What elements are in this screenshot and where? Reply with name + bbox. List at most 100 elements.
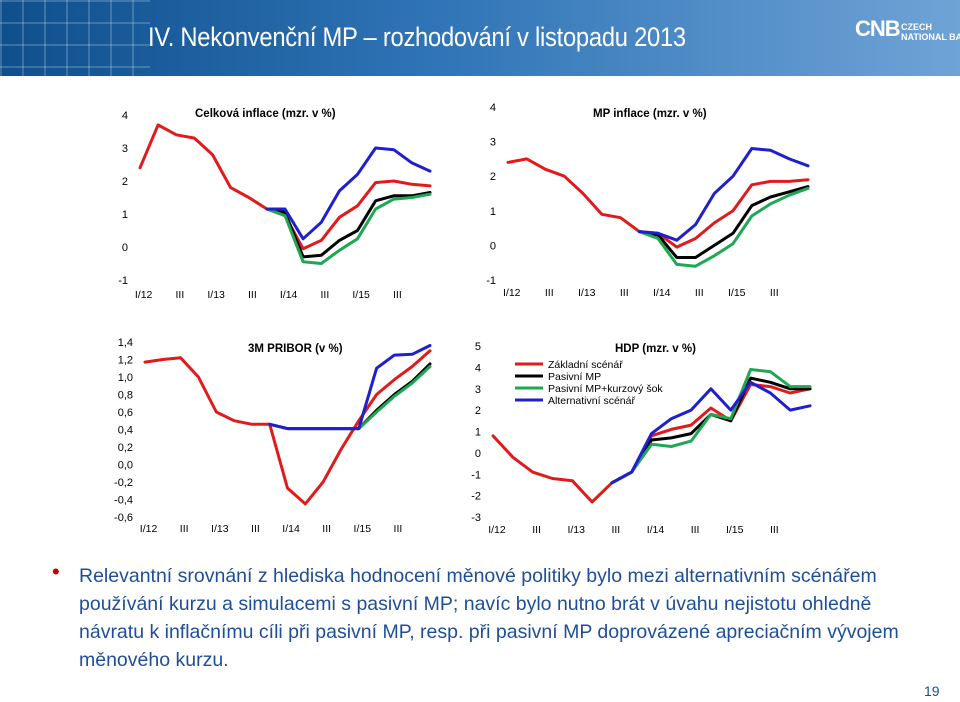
y-tick-label: 3 <box>490 137 496 149</box>
page-number: 19 <box>924 683 940 699</box>
legend-label: Alternativní scénář <box>548 395 635 407</box>
y-tick-label: 4 <box>490 102 496 114</box>
y-tick-label: 2 <box>122 176 128 188</box>
series-line-red <box>143 349 432 506</box>
y-tick-label: 0,2 <box>118 442 133 454</box>
x-tick-label: III <box>320 289 329 301</box>
y-tick-label: 1 <box>122 209 128 221</box>
x-tick-label: I/13 <box>211 523 229 535</box>
series-line-blue <box>268 344 432 431</box>
x-tick-label: III <box>532 524 541 536</box>
series-line-black <box>637 185 810 259</box>
x-tick-label: I/12 <box>488 524 506 536</box>
bullet-marker: • <box>52 559 60 584</box>
y-tick-label: 0,8 <box>118 390 133 402</box>
y-tick-label: 1 <box>475 427 481 439</box>
y-tick-label: -0,6 <box>114 512 133 524</box>
x-tick-label: III <box>251 523 260 535</box>
series-line-red <box>138 123 432 251</box>
legend-label: Pasivní MP+kurzový šok <box>548 383 663 395</box>
y-tick-label: 0,4 <box>118 425 133 437</box>
x-tick-label: III <box>545 287 554 299</box>
y-tick-label: 1,0 <box>118 372 133 384</box>
x-tick-label: III <box>248 289 257 301</box>
y-tick-label: 0,6 <box>118 407 133 419</box>
series-line-green <box>268 365 432 431</box>
x-tick-label: I/15 <box>352 289 370 301</box>
x-tick-label: III <box>175 289 184 301</box>
y-tick-label: 2 <box>490 171 496 183</box>
y-tick-label: 2 <box>475 405 481 417</box>
series-line-blue <box>637 147 810 242</box>
logo-line1: CZECH <box>901 22 932 32</box>
chart-total-inflation: 4 3 2 1 0 -1 I/12 III I/13 III I/14 III I/15 III Celko… <box>118 108 432 301</box>
logo-mark: CNB <box>855 16 901 41</box>
y-tick-label: -1 <box>471 469 481 481</box>
chart-mp-inflation: 4 3 2 1 0 -1 I/12 III I/13 III I/14 III I/15 III MP in… <box>486 102 810 299</box>
y-tick-label: 3 <box>122 143 128 155</box>
x-tick-label: I/14 <box>647 524 665 536</box>
x-tick-label: I/13 <box>567 524 585 536</box>
x-tick-label: III <box>322 523 331 535</box>
y-tick-label: 3 <box>475 384 481 396</box>
chart-title: 3M PRIBOR (v %) <box>248 343 343 355</box>
x-tick-label: I/15 <box>728 287 746 299</box>
y-tick-label: 0 <box>490 240 496 252</box>
x-tick-label: I/15 <box>354 523 372 535</box>
y-tick-label: 0,0 <box>118 460 133 472</box>
series-line-green <box>265 192 432 265</box>
series-line-black <box>265 191 432 259</box>
x-tick-label: I/13 <box>207 289 225 301</box>
logo-text: CZECH NATIONAL BANK <box>901 22 960 42</box>
y-tick-label: -1 <box>118 275 128 287</box>
legend-label: Pasivní MP <box>548 371 601 383</box>
y-tick-label: 0 <box>122 242 128 254</box>
y-tick-label: 4 <box>475 362 481 374</box>
series-line-green <box>637 186 810 268</box>
x-tick-label: III <box>770 287 779 299</box>
chart-title: Celková inflace (mzr. v %) <box>195 108 336 120</box>
y-tick-label: 5 <box>475 341 481 353</box>
y-tick-label: 1,4 <box>118 337 133 349</box>
y-tick-label: 1,2 <box>118 355 133 367</box>
chart-gdp: 5 4 3 2 1 0 -1 -2 -3 I/12 III I/13 III I/14 III I/15 III… <box>471 341 812 536</box>
x-tick-label: I/14 <box>653 287 671 299</box>
series-line-green <box>610 368 812 485</box>
x-tick-label: I/14 <box>282 523 300 535</box>
legend-label: Základní scénář <box>548 359 623 371</box>
x-tick-label: III <box>180 523 189 535</box>
x-tick-label: I/13 <box>578 287 596 299</box>
header-pattern <box>0 0 150 76</box>
slide-body-text: Relevantní srovnání z hlediska hodnocení… <box>79 565 899 671</box>
x-tick-label: III <box>695 287 704 299</box>
y-tick-label: -0,2 <box>114 477 133 489</box>
series-line-blue <box>610 380 812 485</box>
chart-title: MP inflace (mzr. v %) <box>593 108 707 120</box>
x-tick-label: I/14 <box>280 289 298 301</box>
x-tick-label: III <box>611 524 620 536</box>
slide-title: IV. Nekonvenční MP – rozhodování v listo… <box>148 22 686 52</box>
x-tick-label: III <box>394 523 403 535</box>
chart-title: HDP (mzr. v %) <box>615 343 696 355</box>
slide-header: IV. Nekonvenční MP – rozhodování v listo… <box>0 0 960 76</box>
x-tick-label: III <box>620 287 629 299</box>
y-tick-label: -1 <box>486 275 496 287</box>
y-tick-label: 4 <box>122 110 128 122</box>
x-tick-label: I/15 <box>726 524 744 536</box>
x-tick-label: I/12 <box>503 287 521 299</box>
cnb-logo: CNB CZECH NATIONAL BANK <box>855 16 960 56</box>
x-tick-label: I/12 <box>135 289 153 301</box>
series-line-blue <box>265 146 432 241</box>
x-tick-label: III <box>770 524 779 536</box>
x-tick-label: III <box>393 289 402 301</box>
y-tick-label: -2 <box>471 491 481 503</box>
y-tick-label: 1 <box>490 206 496 218</box>
y-tick-label: 0 <box>475 448 481 460</box>
y-tick-label: -0,4 <box>114 495 133 507</box>
y-tick-label: -3 <box>471 512 481 524</box>
x-tick-label: I/12 <box>140 523 158 535</box>
chart-pribor: 1,4 1,2 1,0 0,8 0,6 0,4 0,2 0,0 -0,2 -0,4 -0,6 I/12… <box>114 337 432 535</box>
series-line-black <box>268 362 432 431</box>
logo-line2: NATIONAL BANK <box>901 32 960 42</box>
x-tick-label: III <box>691 524 700 536</box>
